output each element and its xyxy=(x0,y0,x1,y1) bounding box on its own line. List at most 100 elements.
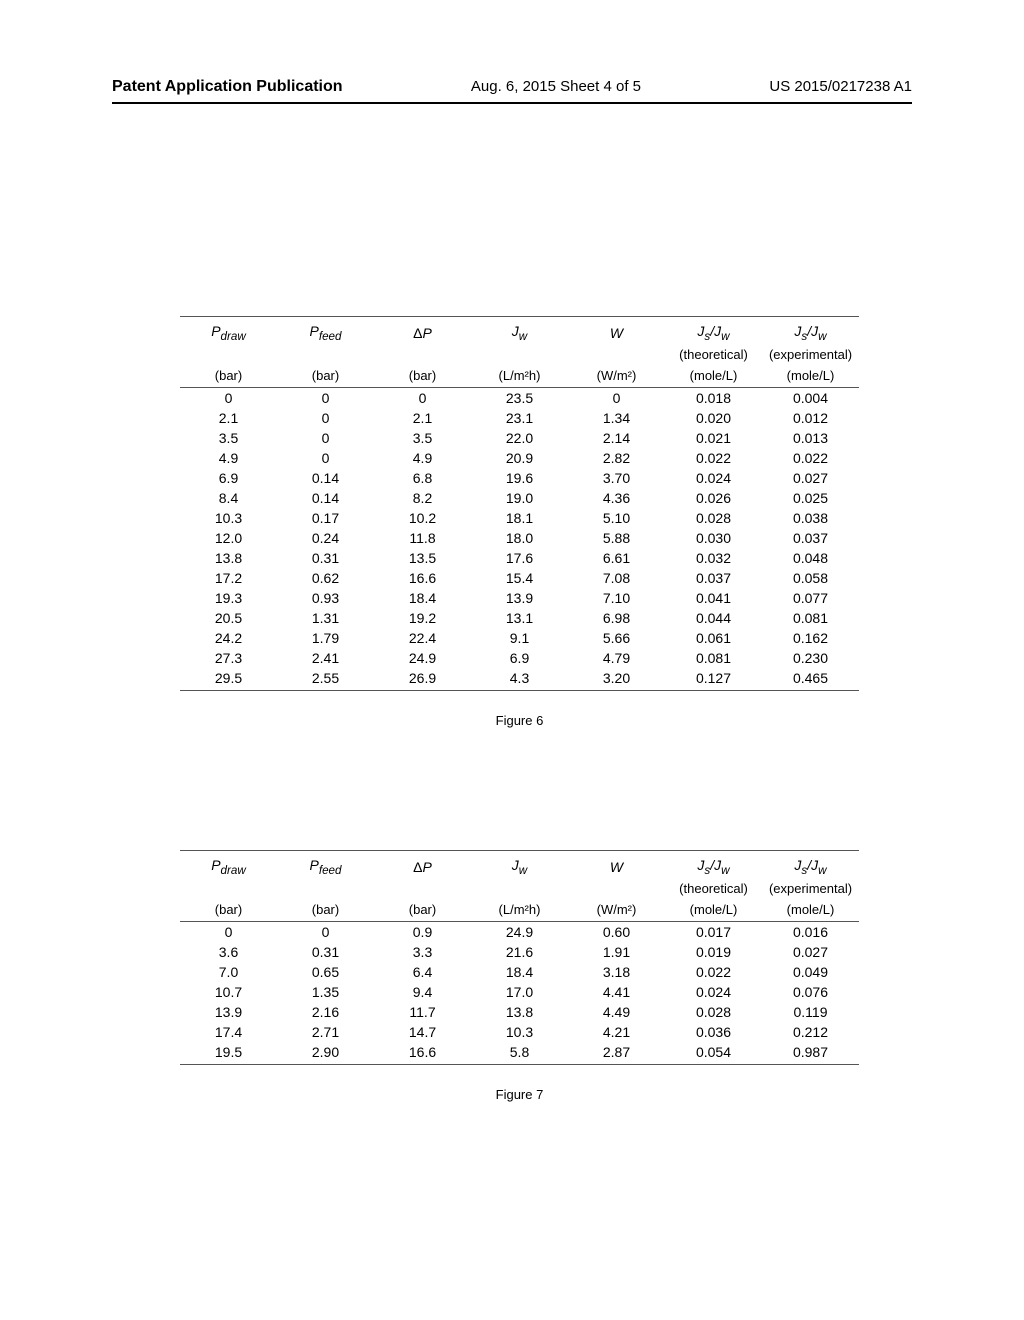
table-cell: 2.82 xyxy=(568,448,665,468)
table-body: 00023.500.0180.0042.102.123.11.340.0200.… xyxy=(180,387,859,690)
table-cell: 0.65 xyxy=(277,962,374,982)
col-unit: (mole/L) xyxy=(665,900,762,922)
col-header: Pdraw xyxy=(180,851,277,879)
table-cell: 21.6 xyxy=(471,942,568,962)
table-cell: 4.36 xyxy=(568,488,665,508)
table-cell: 0.076 xyxy=(762,982,859,1002)
table-cell: 0.041 xyxy=(665,588,762,608)
table-cell: 0.077 xyxy=(762,588,859,608)
table-row: 12.00.2411.818.05.880.0300.037 xyxy=(180,528,859,548)
table-head: Pdraw Pfeed ΔP Jw W Js/Jw Js/Jw (theoret… xyxy=(180,317,859,388)
table-cell: 0.24 xyxy=(277,528,374,548)
table-cell: 0.020 xyxy=(665,408,762,428)
col-header: Js/Jw xyxy=(762,317,859,345)
table-cell: 20.9 xyxy=(471,448,568,468)
table-cell: 2.87 xyxy=(568,1042,665,1065)
table-cell: 6.9 xyxy=(180,468,277,488)
col-header: Js/Jw xyxy=(762,851,859,879)
table-cell: 12.0 xyxy=(180,528,277,548)
table-cell: 13.9 xyxy=(180,1002,277,1022)
table-cell: 0.021 xyxy=(665,428,762,448)
table-cell: 0.022 xyxy=(665,448,762,468)
table-row: 17.42.7114.710.34.210.0360.212 xyxy=(180,1022,859,1042)
table-cell: 4.49 xyxy=(568,1002,665,1022)
col-unit: (L/m²h) xyxy=(471,900,568,922)
table-row: 10.71.359.417.04.410.0240.076 xyxy=(180,982,859,1002)
table-cell: 6.61 xyxy=(568,548,665,568)
table-cell: 15.4 xyxy=(471,568,568,588)
table-cell: 13.8 xyxy=(471,1002,568,1022)
table-cell: 17.0 xyxy=(471,982,568,1002)
col-header: Pfeed xyxy=(277,851,374,879)
col-header: Jw xyxy=(471,851,568,879)
data-table-2: Pdraw Pfeed ΔP Jw W Js/Jw Js/Jw (theoret… xyxy=(180,850,859,1065)
table-cell: 0.17 xyxy=(277,508,374,528)
table-cell: 8.4 xyxy=(180,488,277,508)
table-cell: 0.004 xyxy=(762,387,859,408)
data-table-1: Pdraw Pfeed ΔP Jw W Js/Jw Js/Jw (theoret… xyxy=(180,316,859,691)
table-cell: 0.027 xyxy=(762,942,859,962)
table-row: 3.503.522.02.140.0210.013 xyxy=(180,428,859,448)
table-row: 17.20.6216.615.47.080.0370.058 xyxy=(180,568,859,588)
table-cell: 23.1 xyxy=(471,408,568,428)
col-header: W xyxy=(568,317,665,345)
table-cell: 0.022 xyxy=(762,448,859,468)
table-cell: 10.2 xyxy=(374,508,471,528)
table-cell: 1.79 xyxy=(277,628,374,648)
table-cell: 10.7 xyxy=(180,982,277,1002)
table-cell: 14.7 xyxy=(374,1022,471,1042)
table-cell: 24.2 xyxy=(180,628,277,648)
table-cell: 27.3 xyxy=(180,648,277,668)
table-row: 20.51.3119.213.16.980.0440.081 xyxy=(180,608,859,628)
table-cell: 3.5 xyxy=(180,428,277,448)
table-cell: 3.18 xyxy=(568,962,665,982)
table-cell: 0.025 xyxy=(762,488,859,508)
col-header: W xyxy=(568,851,665,879)
table-cell: 0.62 xyxy=(277,568,374,588)
page-header: Patent Application Publication Aug. 6, 2… xyxy=(112,78,912,104)
table-cell: 24.9 xyxy=(374,648,471,668)
table-cell: 13.8 xyxy=(180,548,277,568)
table-cell: 26.9 xyxy=(374,668,471,691)
table-cell: 7.10 xyxy=(568,588,665,608)
table-row: 19.30.9318.413.97.100.0410.077 xyxy=(180,588,859,608)
table-cell: 0.012 xyxy=(762,408,859,428)
figure-6-table: Pdraw Pfeed ΔP Jw W Js/Jw Js/Jw (theoret… xyxy=(180,316,859,728)
table-cell: 0.038 xyxy=(762,508,859,528)
table-cell: 23.5 xyxy=(471,387,568,408)
table-row: 29.52.5526.94.33.200.1270.465 xyxy=(180,668,859,691)
table-cell: 0.019 xyxy=(665,942,762,962)
table-cell: 0 xyxy=(568,387,665,408)
table-cell: 0.14 xyxy=(277,488,374,508)
table-cell: 0.127 xyxy=(665,668,762,691)
table-cell: 3.3 xyxy=(374,942,471,962)
table-cell: 1.31 xyxy=(277,608,374,628)
header-right: US 2015/0217238 A1 xyxy=(769,78,912,95)
table-cell: 1.34 xyxy=(568,408,665,428)
table-row: 8.40.148.219.04.360.0260.025 xyxy=(180,488,859,508)
table-cell: 11.7 xyxy=(374,1002,471,1022)
table-cell: 2.16 xyxy=(277,1002,374,1022)
table-cell: 0 xyxy=(277,428,374,448)
table-cell: 4.41 xyxy=(568,982,665,1002)
table-cell: 0 xyxy=(277,448,374,468)
table-cell: 0.31 xyxy=(277,548,374,568)
table-cell: 0.058 xyxy=(762,568,859,588)
col-subheader: (experimental) xyxy=(762,879,859,900)
col-header: Pdraw xyxy=(180,317,277,345)
figure-caption: Figure 7 xyxy=(180,1087,859,1102)
figure-7-table: Pdraw Pfeed ΔP Jw W Js/Jw Js/Jw (theoret… xyxy=(180,850,859,1102)
table-cell: 0.60 xyxy=(568,921,665,942)
table-cell: 19.6 xyxy=(471,468,568,488)
table-cell: 6.98 xyxy=(568,608,665,628)
col-header: ΔP xyxy=(374,851,471,879)
table-cell: 19.0 xyxy=(471,488,568,508)
header-left: Patent Application Publication xyxy=(112,78,343,96)
table-cell: 19.3 xyxy=(180,588,277,608)
table-row: 13.92.1611.713.84.490.0280.119 xyxy=(180,1002,859,1022)
table-cell: 0.048 xyxy=(762,548,859,568)
table-row: 4.904.920.92.820.0220.022 xyxy=(180,448,859,468)
table-cell: 0 xyxy=(277,408,374,428)
table-cell: 7.0 xyxy=(180,962,277,982)
table-cell: 0.030 xyxy=(665,528,762,548)
